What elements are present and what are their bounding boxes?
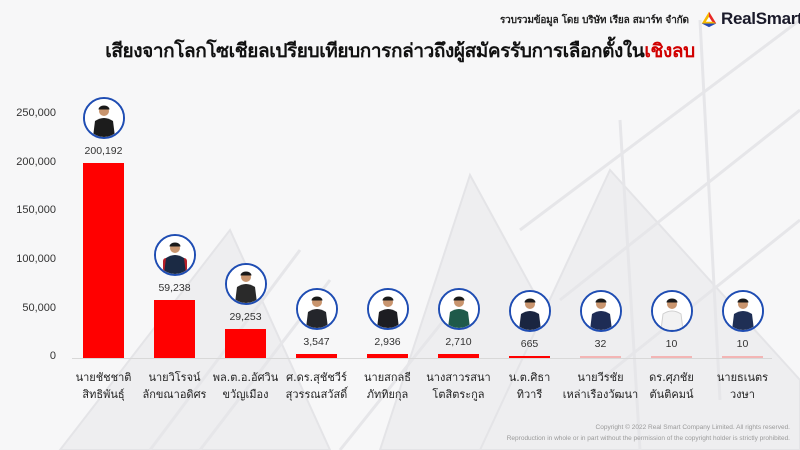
title-main: เสียงจากโลกโซเชียลเปรียบเทียบการกล่าวถึง… xyxy=(105,40,645,62)
candidate-name: นายวีรชัยเหล่าเรืองวัฒนา xyxy=(561,369,641,403)
candidate-avatar-icon xyxy=(721,290,764,332)
bar xyxy=(154,300,195,358)
bar xyxy=(651,356,692,358)
page-title: เสียงจากโลกโซเชียลเปรียบเทียบการกล่าวถึง… xyxy=(0,36,800,66)
candidate-name: ศ.ดร.สุชัชวีร์สุวรรณสวัสดิ์ xyxy=(277,369,357,403)
candidate-avatar-icon xyxy=(224,263,267,305)
y-tick: 200,000 xyxy=(16,156,56,168)
y-tick: 50,000 xyxy=(22,302,56,314)
bar xyxy=(722,356,763,358)
candidate-first-name: นายชัชชาติ xyxy=(75,371,132,384)
candidate-last-name: สุวรรณสวัสดิ์ xyxy=(285,388,348,401)
header: รวบรวมข้อมูล โดย บริษัท เรียล สมาร์ท จำก… xyxy=(0,0,800,70)
candidate-first-name: นายสกลธี xyxy=(364,371,411,384)
candidate-last-name: สิทธิพันธุ์ xyxy=(82,388,125,401)
candidate-name: นายสกลธีภัททิยกุล xyxy=(348,369,428,403)
brand-name: RealSmart xyxy=(721,9,800,28)
candidate-avatar-icon xyxy=(437,288,480,330)
candidate-avatar-icon xyxy=(366,288,409,330)
candidate-avatar-icon xyxy=(508,290,551,332)
candidate-first-name: นายวีรชัย xyxy=(577,371,624,384)
candidate-first-name: ดร.ศุภชัย xyxy=(649,371,694,384)
bar xyxy=(367,354,408,358)
bar xyxy=(438,354,479,358)
copyright-notice: Copyright © 2022 Real Smart Company Limi… xyxy=(507,422,790,444)
candidate-last-name: ขวัญเมือง xyxy=(222,388,269,401)
candidate-last-name: ทิวารี xyxy=(516,388,543,401)
candidate-avatar-icon xyxy=(153,234,196,276)
bar xyxy=(83,163,124,358)
bar xyxy=(580,356,621,358)
candidate-first-name: พล.ต.อ.อัศวิน xyxy=(212,371,279,384)
data-credit: รวบรวมข้อมูล โดย บริษัท เรียล สมาร์ท จำก… xyxy=(500,15,689,26)
candidate-last-name: เหล่าเรืองวัฒนา xyxy=(562,388,639,401)
y-tick: 250,000 xyxy=(16,107,56,119)
bar-value-label: 32 xyxy=(594,338,607,350)
bar-value-label: 59,238 xyxy=(158,282,191,294)
candidate-name: นายวิโรจน์ลักขณาอดิศร xyxy=(135,369,215,403)
candidate-avatar-icon xyxy=(579,290,622,332)
bar-value-label: 29,253 xyxy=(229,311,262,323)
candidate-name: นายชัชชาติสิทธิพันธุ์ xyxy=(64,369,144,403)
candidate-first-name: น.ต.ศิธา xyxy=(508,371,551,384)
candidate-avatar-icon xyxy=(82,97,125,139)
bar-value-label: 2,710 xyxy=(445,336,472,348)
y-tick: 0 xyxy=(49,350,56,362)
candidate-last-name: ภัททิยกุล xyxy=(366,388,409,401)
bar-value-label: 2,936 xyxy=(374,336,401,348)
candidate-name: นางสาวรสนาโตสิตระกูล xyxy=(419,369,499,403)
bar-value-label: 200,192 xyxy=(84,145,123,157)
bar xyxy=(296,354,337,358)
candidate-last-name: ตันติคมน์ xyxy=(649,388,694,401)
title-highlight: เชิงลบ xyxy=(644,40,695,62)
y-tick: 150,000 xyxy=(16,204,56,216)
bar xyxy=(509,356,550,358)
x-axis-line xyxy=(72,358,772,359)
copyright-line-2: Reproduction in whole or in part without… xyxy=(506,435,790,442)
realsmart-logo-icon xyxy=(701,11,717,28)
candidate-name: พล.ต.อ.อัศวินขวัญเมือง xyxy=(206,369,286,403)
candidate-first-name: นายธเนตร xyxy=(716,371,769,384)
candidate-first-name: นางสาวรสนา xyxy=(426,371,491,384)
copyright-line-1: Copyright © 2022 Real Smart Company Limi… xyxy=(595,424,790,431)
bar-value-label: 3,547 xyxy=(303,336,330,348)
candidate-name: นายธเนตรวงษา xyxy=(703,369,783,403)
candidate-name: น.ต.ศิธาทิวารี xyxy=(490,369,570,403)
bar xyxy=(225,329,266,358)
candidate-last-name: โตสิตระกูล xyxy=(432,388,485,401)
bar-value-label: 10 xyxy=(736,338,749,350)
candidate-name: ดร.ศุภชัยตันติคมน์ xyxy=(632,369,712,403)
bar-value-label: 10 xyxy=(665,338,678,350)
candidate-first-name: นายวิโรจน์ xyxy=(148,371,201,384)
candidate-avatar-icon xyxy=(650,290,693,332)
candidate-last-name: ลักขณาอดิศร xyxy=(142,388,207,401)
candidate-last-name: วงษา xyxy=(730,388,755,401)
y-tick: 100,000 xyxy=(16,253,56,265)
candidate-first-name: ศ.ดร.สุชัชวีร์ xyxy=(286,371,347,384)
candidate-avatar-icon xyxy=(295,288,338,330)
bar-value-label: 665 xyxy=(520,338,539,350)
